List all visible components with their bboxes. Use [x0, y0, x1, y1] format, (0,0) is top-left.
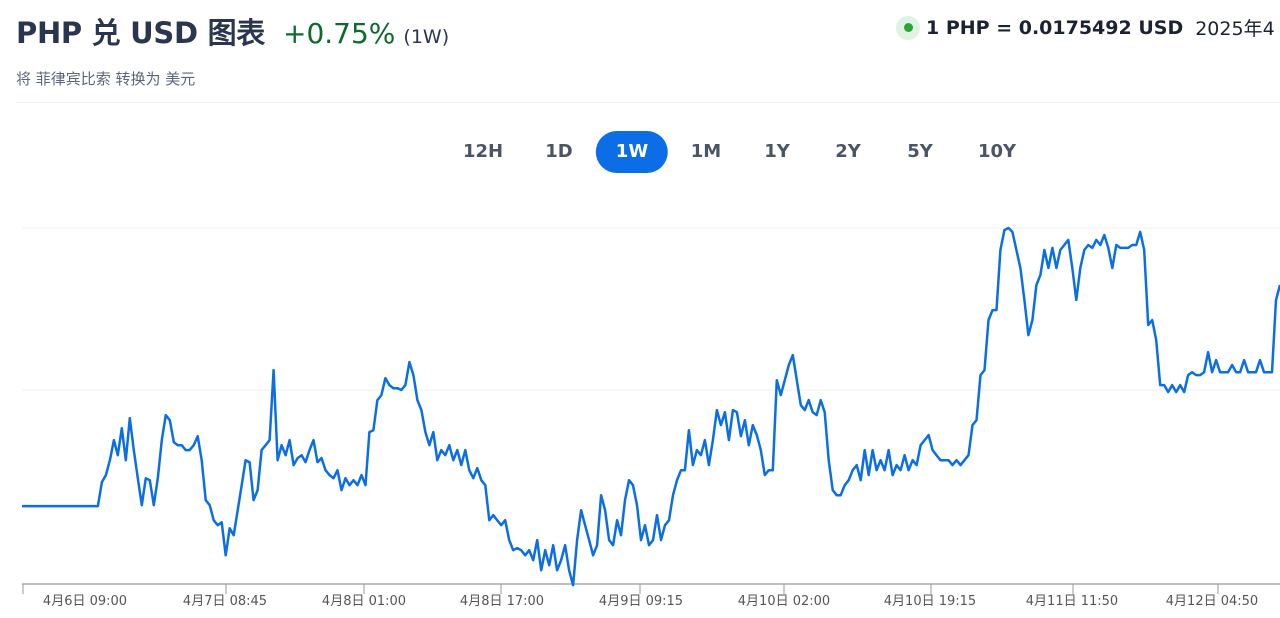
change-period: (1W) — [403, 26, 450, 48]
x-tick-label: 4月11日 11:50 — [1026, 594, 1118, 609]
x-tick-label: 4月10日 19:15 — [884, 594, 976, 609]
x-tick-label: 4月9日 09:15 — [599, 594, 683, 609]
page-title: PHP 兑 USD 图表 — [16, 16, 265, 50]
green-dot-icon — [896, 15, 920, 40]
tab-1m[interactable]: 1M — [690, 141, 722, 162]
tab-1y[interactable]: 1Y — [764, 141, 790, 162]
percent-change: +0.75% — [282, 17, 396, 50]
live-rate: 1 PHP = 0.0175492 USD 2025年4 — [896, 14, 1275, 41]
x-tick-label: 4月8日 01:00 — [322, 594, 406, 609]
tab-1d[interactable]: 1D — [545, 141, 573, 162]
x-tick-label: 4月8日 17:00 — [460, 594, 544, 609]
x-tick-label: 4月12日 04:50 — [1166, 594, 1258, 609]
x-tick-label: 4月10日 02:00 — [738, 594, 830, 609]
rate-date: 2025年4 — [1195, 18, 1275, 40]
x-tick-label: 4月7日 08:45 — [183, 594, 267, 609]
tab-10y[interactable]: 10Y — [977, 141, 1017, 162]
tab-12h[interactable]: 12H — [462, 141, 504, 162]
tab-1w[interactable]: 1W — [595, 131, 669, 173]
x-tick-label: 4月6日 09:00 — [43, 594, 127, 609]
tab-5y[interactable]: 5Y — [907, 141, 933, 162]
divider — [16, 102, 1280, 103]
title-row: PHP 兑 USD 图表 +0.75% (1W) — [16, 10, 449, 52]
page-subtitle: 将 菲律宾比索 转换为 美元 — [16, 70, 196, 88]
rate-value: 1 PHP = 0.0175492 USD — [926, 16, 1184, 39]
tab-2y[interactable]: 2Y — [835, 141, 861, 162]
rate-line — [22, 226, 1280, 587]
